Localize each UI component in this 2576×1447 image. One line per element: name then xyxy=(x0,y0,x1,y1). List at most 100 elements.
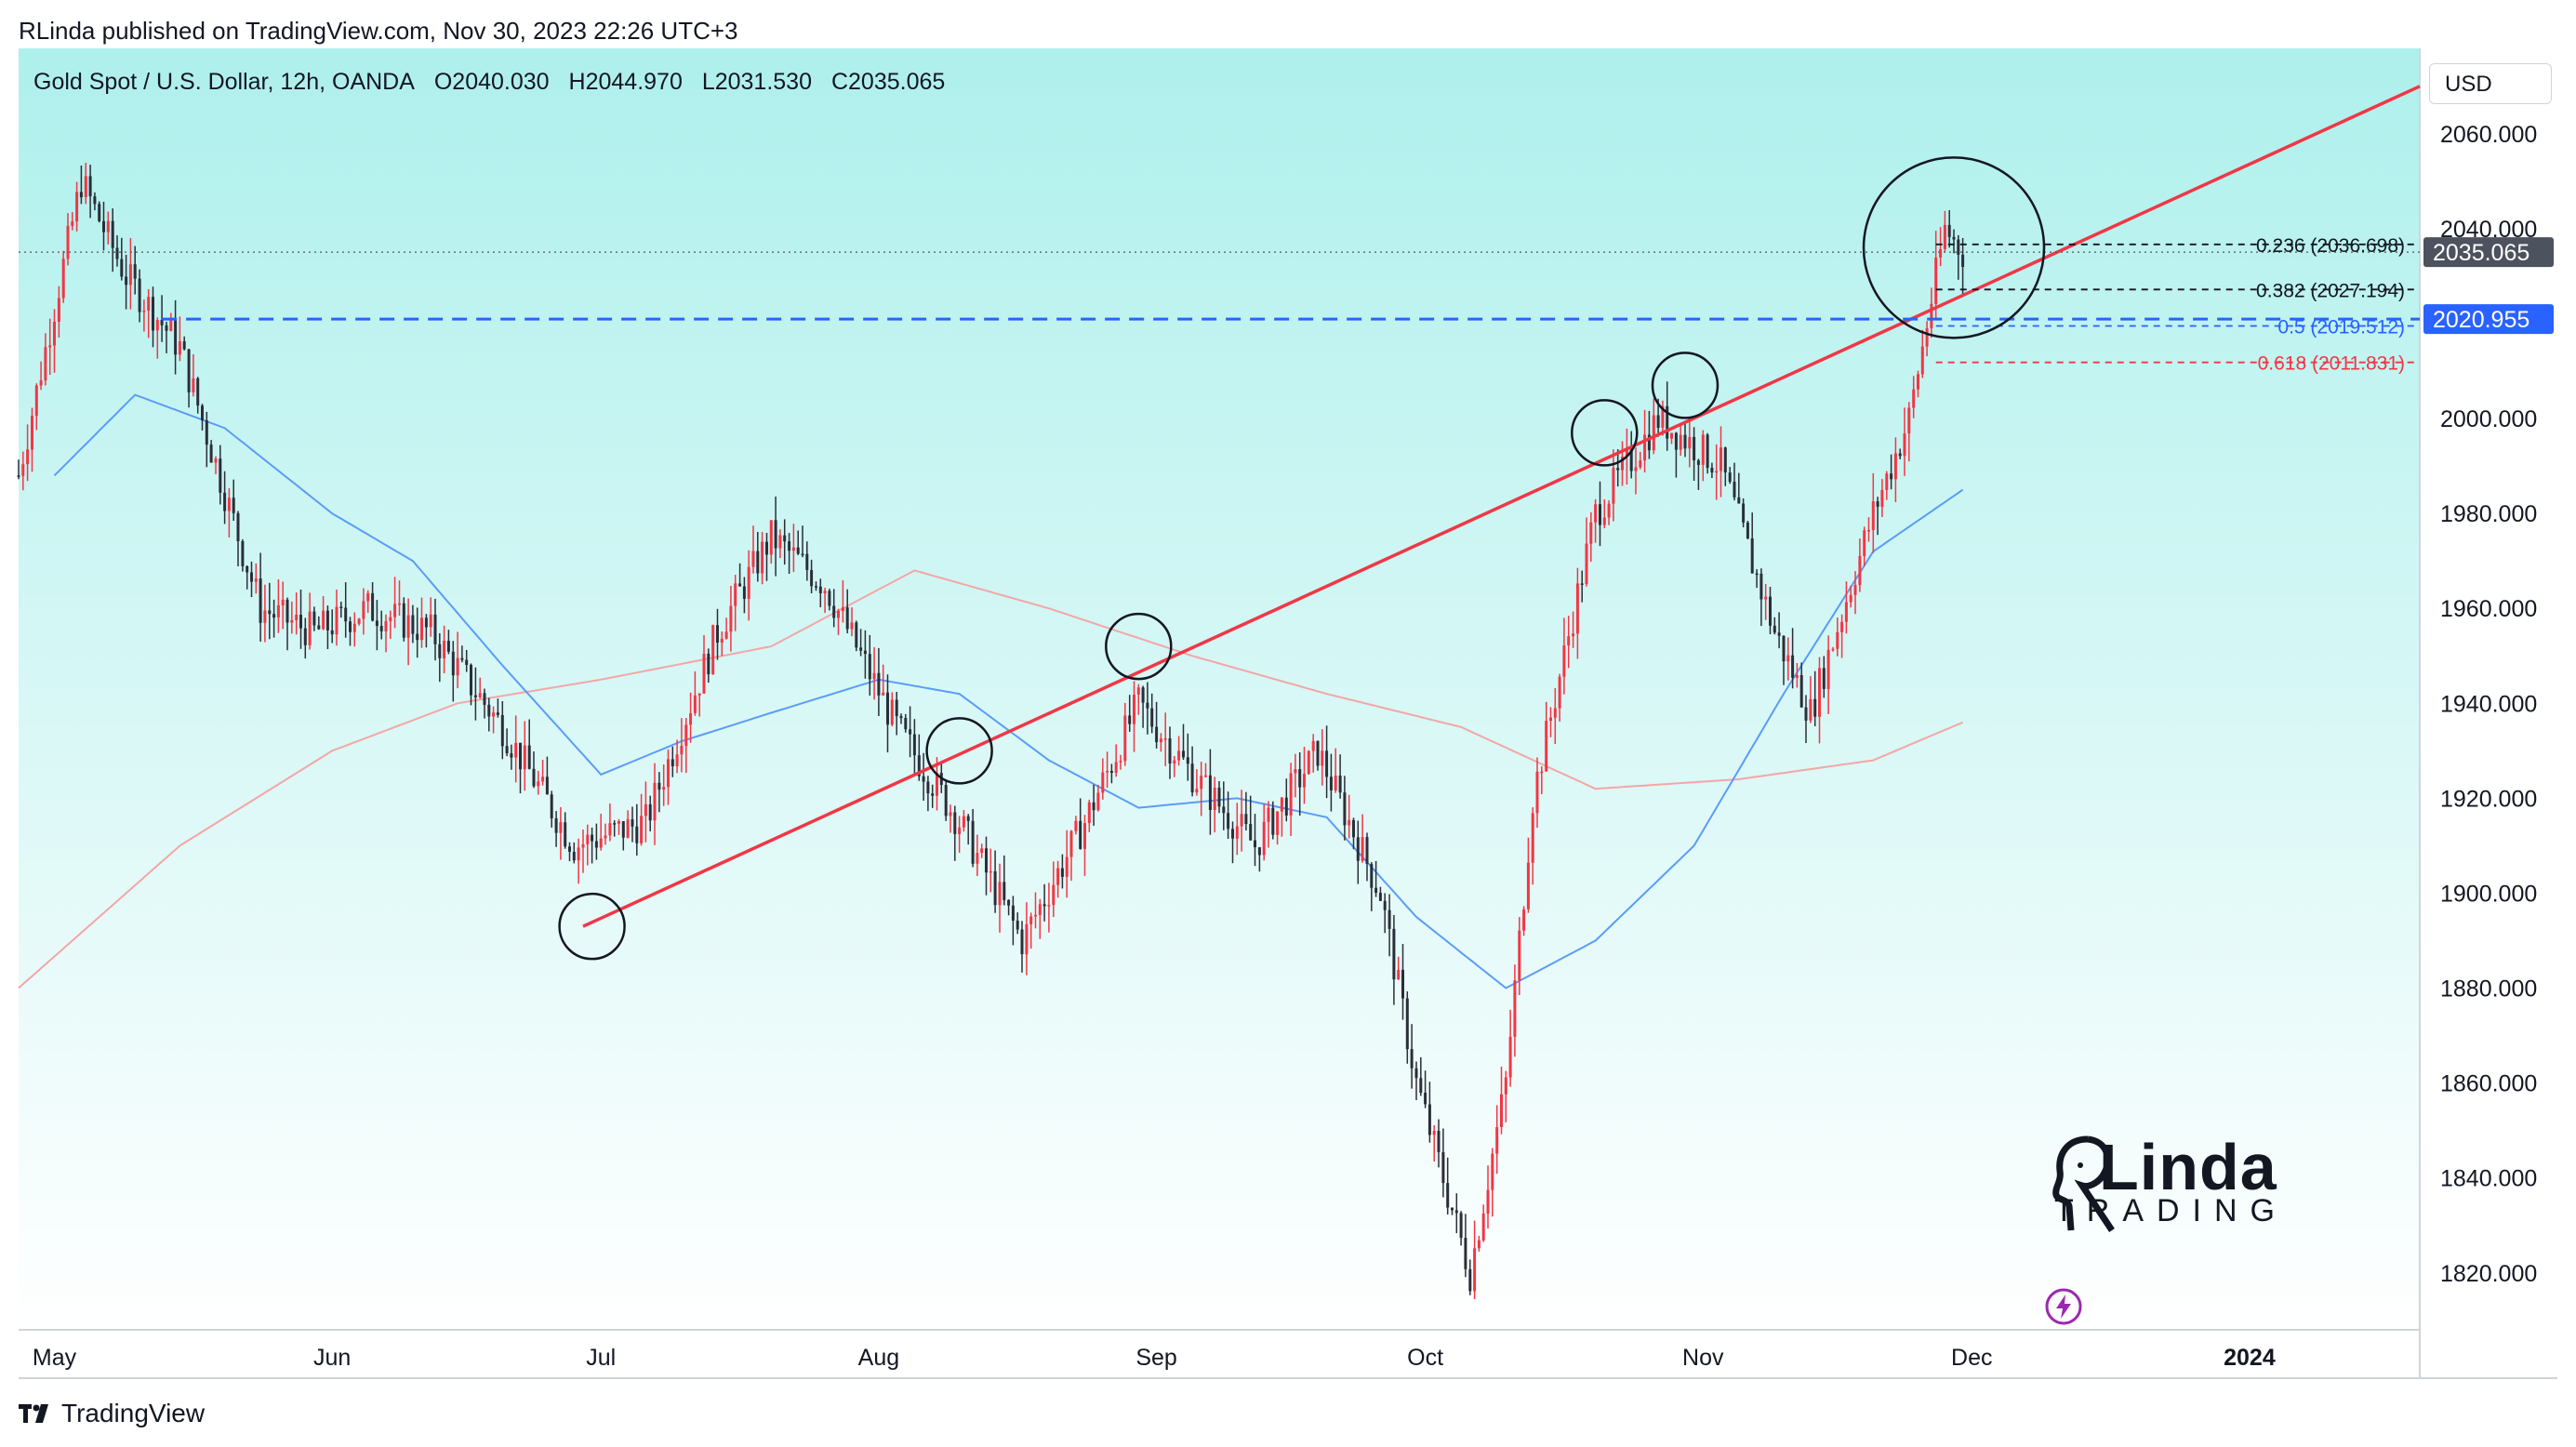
candle-up xyxy=(1262,821,1266,856)
candle-down xyxy=(219,458,222,493)
candle-down xyxy=(1016,921,1019,930)
candle-up xyxy=(823,591,827,594)
watermark-line2: TRADING xyxy=(2054,1193,2288,1228)
candle-down xyxy=(1020,929,1024,955)
candle-down xyxy=(102,220,105,232)
tradingview-brand[interactable]: TradingView xyxy=(19,1399,205,1428)
candle-down xyxy=(550,794,553,818)
candle-up xyxy=(61,259,65,299)
candle-down xyxy=(1208,775,1212,810)
candle-up xyxy=(1575,583,1579,634)
candle-up xyxy=(1276,811,1280,835)
candle-up xyxy=(626,819,630,838)
candle-down xyxy=(299,615,302,629)
trendline xyxy=(582,85,2421,928)
candle-up xyxy=(724,631,728,639)
candle-up xyxy=(169,320,173,331)
candle-down xyxy=(1759,573,1763,600)
candle-up xyxy=(882,692,885,696)
candle-down xyxy=(1737,497,1741,504)
candle-up xyxy=(1930,303,1933,328)
candle-down xyxy=(424,617,428,628)
time-tick-label: Nov xyxy=(1682,1345,1724,1371)
candle-up xyxy=(729,605,733,632)
candle-down xyxy=(1424,1093,1427,1105)
candle-up xyxy=(1849,594,1852,603)
candle-up xyxy=(147,297,151,312)
candle-down xyxy=(268,610,272,615)
candle-down xyxy=(796,547,800,554)
candle-down xyxy=(1419,1078,1423,1093)
candle-down xyxy=(1227,813,1230,830)
candle-up xyxy=(290,619,294,623)
candle-down xyxy=(1146,702,1149,709)
candle-up xyxy=(1853,585,1857,595)
candle-up xyxy=(1163,738,1167,740)
candle-up xyxy=(192,378,195,392)
candle-up xyxy=(31,416,33,450)
candle-up xyxy=(1195,789,1199,793)
candle-down xyxy=(716,625,719,643)
candle-down xyxy=(564,822,567,847)
time-axis[interactable]: May Jun Jul Aug Sep Oct Nov Dec 2024 xyxy=(33,1345,2276,1371)
candle-up xyxy=(1925,328,1929,347)
candle-down xyxy=(756,551,760,574)
symbol-name[interactable]: Gold Spot / U.S. Dollar, 12h, OANDA xyxy=(33,69,415,95)
candle-down xyxy=(966,816,970,821)
candle-down xyxy=(1728,472,1732,482)
candle-up xyxy=(75,192,79,222)
price-tick-label: 1940.000 xyxy=(2440,691,2537,717)
watermark-line1: Linda xyxy=(2099,1131,2277,1203)
candle-up xyxy=(1844,602,1848,622)
candle-down xyxy=(1109,771,1113,773)
candle-down xyxy=(931,793,935,796)
candle-down xyxy=(1804,707,1808,721)
highlight-circle xyxy=(925,717,993,785)
candle-up xyxy=(976,853,979,864)
candle-down xyxy=(591,834,594,842)
candle-down xyxy=(1410,1049,1414,1069)
candle-up xyxy=(1826,649,1830,689)
candle-down xyxy=(433,614,437,644)
candle-down xyxy=(1437,1131,1441,1152)
candle-down xyxy=(1343,792,1347,826)
candle-up xyxy=(1831,648,1835,651)
candle-up xyxy=(71,221,74,226)
candle-up xyxy=(66,225,70,259)
candle-down xyxy=(545,777,549,795)
candle-up xyxy=(1056,868,1060,885)
candle-down xyxy=(1898,453,1902,457)
candle-down xyxy=(446,641,450,652)
currency-selector[interactable]: USD xyxy=(2429,63,2552,104)
candle-up xyxy=(1688,436,1692,449)
candle-up xyxy=(1321,750,1324,766)
level-price-tag: 2020.955 xyxy=(2433,307,2530,333)
candle-down xyxy=(93,196,97,205)
price-axis[interactable]: 2060.0002040.0002000.0001980.0001960.000… xyxy=(2423,122,2554,1287)
candle-up xyxy=(276,605,280,617)
flash-icon[interactable] xyxy=(2044,1287,2083,1326)
candle-down xyxy=(236,512,240,541)
candle-down xyxy=(572,852,576,861)
candle-down xyxy=(182,341,186,350)
rlinda-face-icon xyxy=(2052,1135,2115,1232)
candle-up xyxy=(1880,490,1884,507)
candle-down xyxy=(205,420,208,445)
candle-up xyxy=(1607,503,1611,518)
candle-up xyxy=(366,592,370,602)
candle-down xyxy=(115,247,119,259)
candle-down xyxy=(1392,928,1396,980)
time-tick-label: Jun xyxy=(313,1345,351,1371)
candle-down xyxy=(473,695,477,697)
candle-down xyxy=(1257,847,1261,856)
candle-down xyxy=(1723,447,1727,472)
candle-up xyxy=(420,617,423,641)
candle-down xyxy=(470,664,472,696)
candle-down xyxy=(532,768,536,787)
candle-up xyxy=(34,385,38,417)
legend-high: H2044.970 xyxy=(568,69,683,95)
candle-down xyxy=(375,620,378,627)
candle-up xyxy=(1840,621,1844,632)
